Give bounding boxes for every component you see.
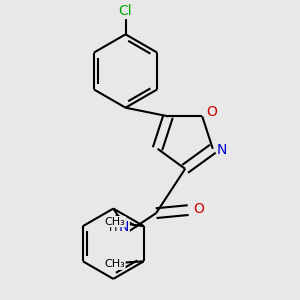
Text: O: O bbox=[206, 105, 217, 119]
Text: N: N bbox=[119, 220, 129, 234]
Text: N: N bbox=[217, 143, 227, 157]
Text: H: H bbox=[109, 224, 118, 233]
Text: CH₃: CH₃ bbox=[104, 260, 125, 269]
Text: Cl: Cl bbox=[119, 4, 132, 18]
Text: O: O bbox=[194, 202, 204, 216]
Text: CH₃: CH₃ bbox=[104, 217, 125, 226]
